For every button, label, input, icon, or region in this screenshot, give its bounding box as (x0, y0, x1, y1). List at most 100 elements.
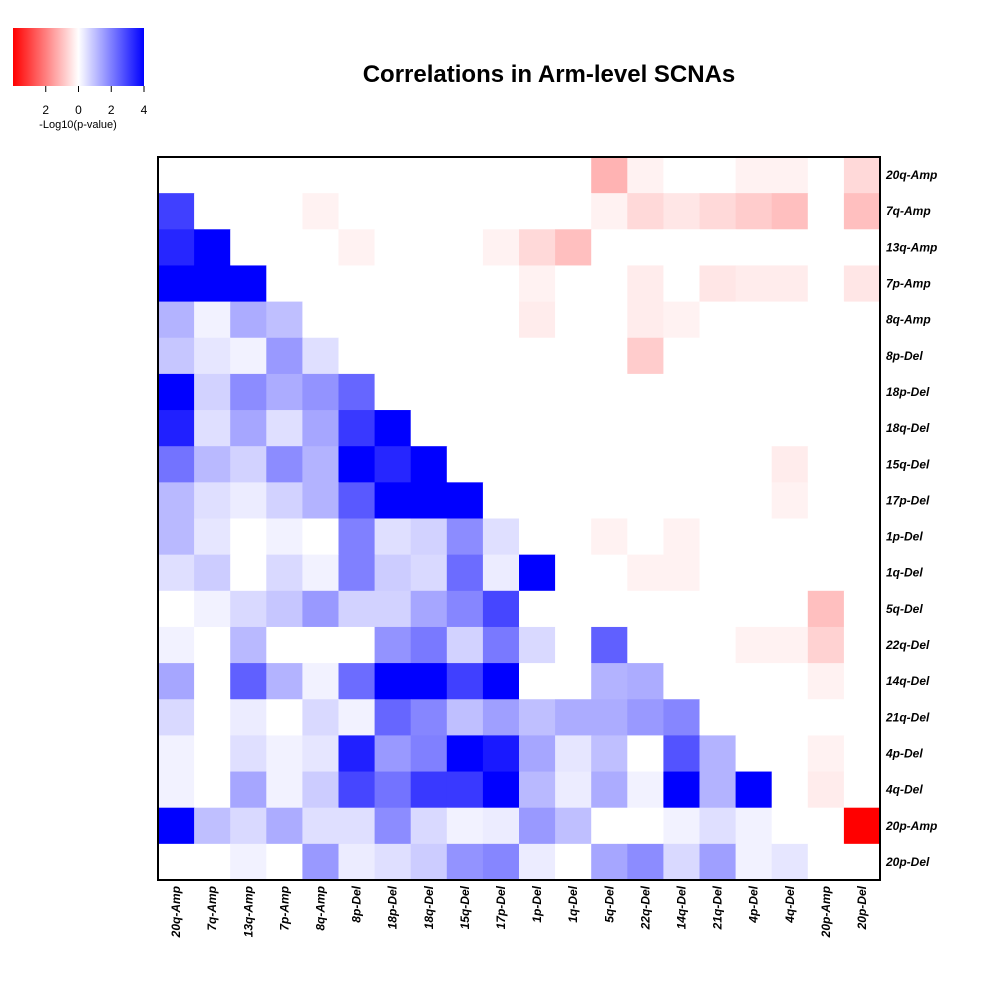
heatmap-cell-15q-Del-20p-Del (843, 446, 881, 483)
heatmap-cell-17p-Del-8p-Del (338, 482, 376, 520)
heatmap-cell-18q-Del-15q-Del (446, 410, 484, 447)
heatmap-cell-15q-Del-21q-Del (699, 446, 737, 483)
heatmap-cell-20p-Amp-4p-Del (735, 807, 773, 845)
heatmap-cell-21q-Del-7q-Amp (194, 699, 231, 736)
row-label: 13q-Amp (886, 240, 937, 254)
heatmap-cell-20p-Del-14q-Del (663, 843, 701, 881)
heatmap-cell-13q-Amp-5q-Del (591, 229, 628, 267)
heatmap-cell-15q-Del-20q-Amp (158, 446, 195, 483)
row-label: 17p-Del (886, 493, 930, 507)
heatmap-cell-21q-Del-4p-Del (735, 699, 773, 736)
heatmap-cell-8q-Amp-20q-Amp (158, 301, 195, 339)
heatmap-cell-4q-Del-4p-Del (735, 771, 773, 809)
legend-title: -Log10(p-value) (39, 119, 117, 131)
heatmap-cell-15q-Del-7p-Amp (266, 446, 303, 483)
heatmap-cell-20p-Del-5q-Del (591, 843, 628, 881)
heatmap-cell-4p-Del-8p-Del (338, 735, 376, 773)
heatmap-cell-5q-Del-8q-Amp (302, 590, 340, 628)
heatmap-cell-1q-Del-18q-Del (410, 554, 448, 592)
heatmap-cell-8p-Del-4q-Del (771, 337, 809, 375)
heatmap-cell-1q-Del-1p-Del (519, 554, 556, 592)
heatmap-cell-1q-Del-20q-Amp (158, 554, 195, 592)
heatmap-cell-20p-Amp-5q-Del (591, 807, 628, 845)
heatmap-cell-20p-Amp-13q-Amp (230, 807, 267, 845)
heatmap-cell-8p-Del-21q-Del (699, 337, 737, 375)
heatmap-cell-18q-Del-7p-Amp (266, 410, 303, 447)
heatmap-cell-20q-Amp-22q-Del (627, 157, 664, 194)
heatmap-cell-20p-Del-17p-Del (482, 843, 520, 881)
heatmap-cell-7p-Amp-18q-Del (410, 265, 448, 303)
heatmap-cell-8p-Del-20p-Del (843, 337, 881, 375)
heatmap-cell-21q-Del-1p-Del (519, 699, 556, 736)
heatmap-cell-5q-Del-20q-Amp (158, 590, 195, 628)
heatmap-cell-22q-Del-7p-Amp (266, 626, 303, 664)
heatmap-cell-20p-Del-4p-Del (735, 843, 773, 881)
heatmap-cell-21q-Del-15q-Del (446, 699, 484, 736)
heatmap-cell-20q-Amp-21q-Del (699, 157, 737, 194)
heatmap-cell-4p-Del-14q-Del (663, 735, 701, 773)
heatmap-cell-14q-Del-7p-Amp (266, 663, 303, 700)
heatmap-cell-8q-Amp-17p-Del (482, 301, 520, 339)
heatmap-cell-8p-Del-14q-Del (663, 337, 701, 375)
heatmap-cell-17p-Del-7q-Amp (194, 482, 231, 520)
heatmap-cell-5q-Del-15q-Del (446, 590, 484, 628)
heatmap-cell-8p-Del-8p-Del (338, 337, 376, 375)
row-label: 20q-Amp (885, 168, 937, 182)
heatmap-cell-8p-Del-8q-Amp (302, 337, 340, 375)
heatmap-cell-22q-Del-20p-Amp (807, 626, 845, 664)
heatmap-cell-8q-Amp-22q-Del (627, 301, 664, 339)
heatmap-cell-18q-Del-20p-Del (843, 410, 881, 447)
heatmap-cell-1q-Del-7p-Amp (266, 554, 303, 592)
heatmap-cell-7q-Amp-7p-Amp (266, 193, 303, 230)
heatmap-cell-1p-Del-8p-Del (338, 518, 376, 556)
heatmap-cell-21q-Del-5q-Del (591, 699, 628, 736)
heatmap-cell-1p-Del-13q-Amp (230, 518, 267, 556)
heatmap-cell-4p-Del-1p-Del (519, 735, 556, 773)
legend-tick-label: 2 (108, 103, 115, 117)
heatmap-cell-18q-Del-20q-Amp (158, 410, 195, 447)
heatmap-cell-13q-Amp-8p-Del (338, 229, 376, 267)
heatmap-cell-5q-Del-20p-Amp (807, 590, 845, 628)
heatmap-cell-8q-Amp-8p-Del (338, 301, 376, 339)
column-label: 22q-Del (638, 885, 652, 930)
heatmap-cell-20q-Amp-17p-Del (482, 157, 520, 194)
heatmap-cell-5q-Del-18p-Del (374, 590, 412, 628)
heatmap-cell-4p-Del-15q-Del (446, 735, 484, 773)
heatmap-cell-18p-Del-7q-Amp (194, 373, 231, 411)
heatmap-cell-18p-Del-18q-Del (410, 373, 448, 411)
heatmap-cell-13q-Amp-8q-Amp (302, 229, 340, 267)
heatmap-cell-20p-Amp-7q-Amp (194, 807, 231, 845)
heatmap-cell-17p-Del-20p-Amp (807, 482, 845, 520)
heatmap-cell-15q-Del-14q-Del (663, 446, 701, 483)
heatmap-cell-20p-Del-8q-Amp (302, 843, 340, 881)
heatmap-cell-17p-Del-8q-Amp (302, 482, 340, 520)
heatmap-cell-20p-Amp-22q-Del (627, 807, 664, 845)
heatmap-cell-22q-Del-7q-Amp (194, 626, 231, 664)
heatmap-cell-5q-Del-7q-Amp (194, 590, 231, 628)
heatmap-cell-20p-Amp-20p-Del (843, 807, 881, 845)
heatmap-cell-22q-Del-5q-Del (591, 626, 628, 664)
heatmap-cell-7p-Amp-8p-Del (338, 265, 376, 303)
heatmap-cell-1q-Del-15q-Del (446, 554, 484, 592)
heatmap-cell-5q-Del-18q-Del (410, 590, 448, 628)
row-label: 15q-Del (886, 457, 930, 471)
heatmap-cell-20p-Del-20p-Del (843, 843, 881, 881)
heatmap-cell-4q-Del-21q-Del (699, 771, 737, 809)
heatmap-cell-15q-Del-17p-Del (482, 446, 520, 483)
heatmap-cell-15q-Del-18p-Del (374, 446, 412, 483)
heatmap-cell-4q-Del-18q-Del (410, 771, 448, 809)
heatmap-cell-5q-Del-4q-Del (771, 590, 809, 628)
heatmap-cell-18p-Del-4q-Del (771, 373, 809, 411)
heatmap-cell-7p-Amp-1p-Del (519, 265, 556, 303)
heatmap-cell-20p-Del-8p-Del (338, 843, 376, 881)
heatmap-cell-7p-Amp-22q-Del (627, 265, 664, 303)
row-label: 14q-Del (886, 674, 930, 688)
heatmap-cell-20q-Amp-1q-Del (555, 157, 592, 194)
heatmap-cell-4p-Del-17p-Del (482, 735, 520, 773)
heatmap-cell-8p-Del-13q-Amp (230, 337, 267, 375)
heatmap-cell-17p-Del-14q-Del (663, 482, 701, 520)
heatmap-cell-8q-Amp-4p-Del (735, 301, 773, 339)
heatmap-cell-20p-Del-7q-Amp (194, 843, 231, 881)
row-label: 20p-Del (885, 855, 930, 869)
